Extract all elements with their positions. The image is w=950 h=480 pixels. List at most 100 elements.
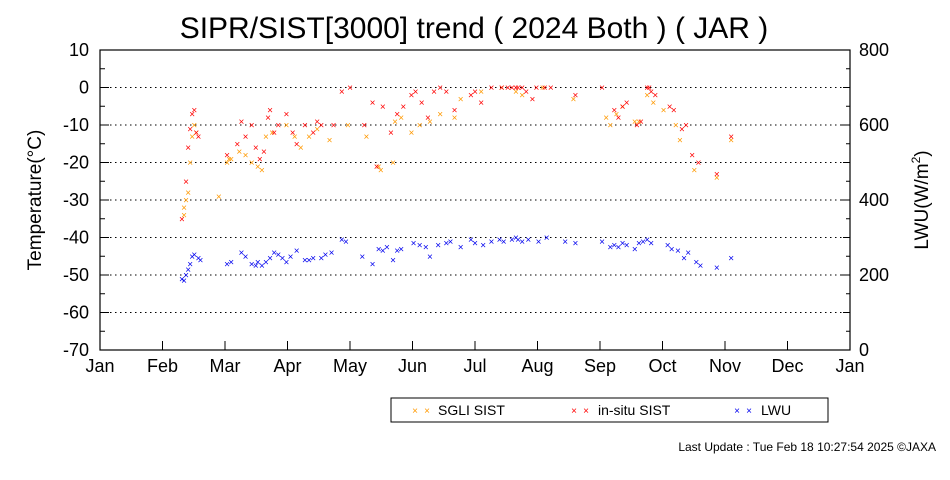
lwu-point: ×: [249, 259, 255, 270]
sgli-sist-point: ×: [189, 132, 195, 143]
in-situ-sist-point: ×: [728, 132, 734, 143]
in-situ-sist-point: ×: [361, 121, 367, 132]
in-situ-sist-point: ×: [452, 106, 458, 117]
in-situ-sist-point: ×: [644, 83, 650, 94]
lwu-point: ×: [255, 257, 261, 268]
in-situ-sist-point: ×: [275, 121, 281, 132]
lwu-point: ×: [509, 235, 515, 246]
lwu-point: ×: [472, 239, 478, 250]
in-situ-sist-point: ×: [652, 91, 658, 102]
x-tick-label: Jan: [835, 356, 864, 376]
lwu-point: ×: [329, 248, 335, 259]
in-situ-sist-point: ×: [488, 83, 494, 94]
grid-lines: [100, 87, 850, 313]
sgli-sist-legend-marker: ×: [424, 406, 430, 417]
lwu-point: ×: [648, 239, 654, 250]
lwu-point: ×: [519, 237, 525, 248]
in-situ-sist-point: ×: [478, 98, 484, 109]
y-tick-label: -60: [63, 303, 89, 323]
in-situ-sist-point: ×: [542, 83, 548, 94]
in-situ-sist-point: ×: [339, 87, 345, 98]
in-situ-sist-point: ×: [409, 91, 415, 102]
in-situ-sist-point: ×: [267, 106, 273, 117]
sgli-sist-point: ×: [269, 128, 275, 139]
sgli-sist-point: ×: [620, 102, 626, 113]
in-situ-sist-point: ×: [548, 83, 554, 94]
sgli-sist-point: ×: [181, 203, 187, 214]
lwu-point: ×: [279, 254, 285, 265]
lwu-point: ×: [228, 257, 234, 268]
sgli-sist-point: ×: [714, 173, 720, 184]
lwu-point: ×: [480, 241, 486, 252]
in-situ-sist-point: ×: [310, 128, 316, 139]
in-situ-sist-point: ×: [189, 109, 195, 120]
lwu-point: ×: [513, 233, 519, 244]
lwu-point: ×: [632, 244, 638, 255]
lwu-point: ×: [447, 237, 453, 248]
sgli-sist-point: ×: [181, 211, 187, 222]
x-tick-label: Jun: [398, 356, 427, 376]
lwu-point: ×: [306, 256, 312, 267]
lwu-point: ×: [411, 239, 417, 250]
sgli-sist-point: ×: [607, 121, 613, 132]
in-situ-sist-point: ×: [468, 91, 474, 102]
in-situ-sist-point: ×: [224, 151, 230, 162]
lwu-point: ×: [458, 242, 464, 253]
sgli-sist-point: ×: [613, 109, 619, 120]
sgli-sist-point: ×: [644, 91, 650, 102]
in-situ-sist-point: ×: [689, 151, 695, 162]
in-situ-sist-legend-label: in-situ SIST: [598, 402, 671, 418]
in-situ-sist-point: ×: [374, 162, 380, 173]
in-situ-sist-point: ×: [185, 143, 191, 154]
lwu-point: ×: [294, 246, 300, 257]
lwu-point: ×: [224, 259, 230, 270]
lwu-point: ×: [398, 244, 404, 255]
sgli-sist-point: ×: [216, 192, 222, 203]
sgli-sist-point: ×: [193, 128, 199, 139]
in-situ-sist-point: ×: [513, 83, 519, 94]
lwu-point: ×: [536, 237, 542, 248]
x-tick-label: Oct: [648, 356, 676, 376]
y-tick-label: 10: [69, 40, 89, 60]
lwu-point: ×: [685, 248, 691, 259]
in-situ-sist-point: ×: [195, 132, 201, 143]
in-situ-sist-point: ×: [191, 106, 197, 117]
in-situ-sist-point: ×: [394, 109, 400, 120]
lwu-point: ×: [443, 239, 449, 250]
lwu-point: ×: [253, 261, 259, 272]
y-tick-label: -30: [63, 190, 89, 210]
in-situ-sist-point: ×: [620, 102, 626, 113]
lwu-point: ×: [515, 235, 521, 246]
y-tick-label: -20: [63, 153, 89, 173]
in-situ-sist-point: ×: [388, 128, 394, 139]
sgli-sist-point: ×: [314, 124, 320, 135]
x-tick-label: Nov: [709, 356, 741, 376]
y2-axis-label: LWU(W/m2): [909, 150, 933, 249]
y2-axis-label-suffix: ): [912, 150, 933, 156]
y2-axis-label-superscript: 2: [909, 156, 923, 163]
in-situ-sist-point: ×: [611, 106, 617, 117]
x-tick-label: Sep: [584, 356, 616, 376]
sgli-sist-point: ×: [661, 106, 667, 117]
sgli-sist-point: ×: [417, 121, 423, 132]
x-tick-label: Aug: [521, 356, 553, 376]
lwu-legend-label: LWU: [761, 402, 791, 418]
lwu-point: ×: [310, 254, 316, 265]
lwu-point: ×: [624, 241, 630, 252]
sgli-sist-point: ×: [519, 91, 525, 102]
sgli-sist-point: ×: [570, 94, 576, 105]
y2-axis-label-main: LWU(W/m: [912, 163, 933, 249]
in-situ-sist-point: ×: [634, 121, 640, 132]
in-situ-sist-point: ×: [534, 83, 540, 94]
y-tick-label: -50: [63, 265, 89, 285]
in-situ-sist-point: ×: [187, 124, 193, 135]
y2-tick-label: 200: [859, 265, 889, 285]
in-situ-sist-point: ×: [179, 214, 185, 225]
y2-tick-label: 0: [859, 340, 869, 360]
y-tick-label: -70: [63, 340, 89, 360]
in-situ-sist-point: ×: [400, 102, 406, 113]
lwu-point: ×: [263, 257, 269, 268]
lwu-point: ×: [390, 256, 396, 267]
lwu-point: ×: [728, 254, 734, 265]
y2-axis-ticks: 800 600 400 200 0: [841, 40, 889, 360]
